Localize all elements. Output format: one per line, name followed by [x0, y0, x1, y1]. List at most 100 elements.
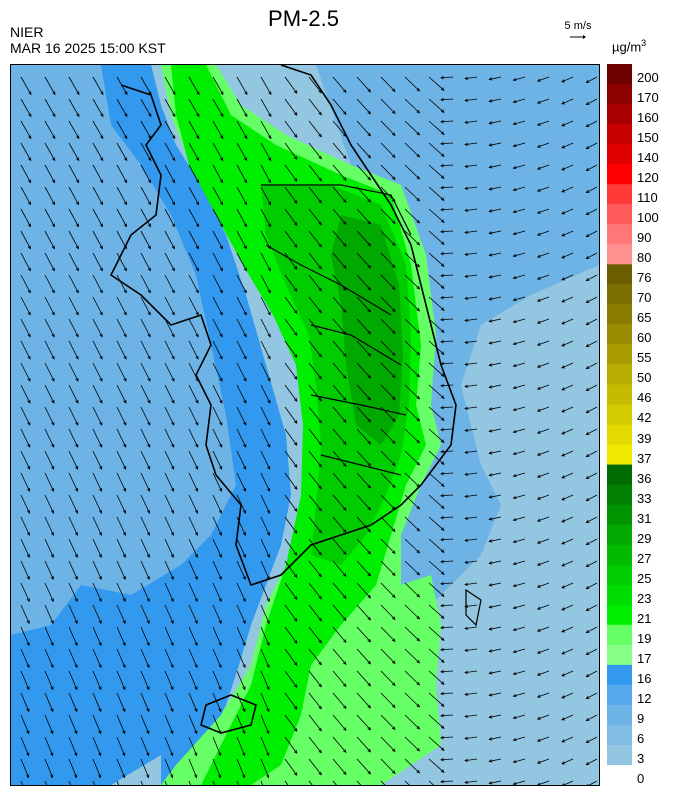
wind-arrow: [260, 252, 271, 271]
wind-arrow-head: [242, 642, 246, 647]
wind-arrow-head: [50, 708, 54, 713]
wind-arrow: [380, 780, 386, 785]
wind-arrow-head: [219, 355, 223, 360]
wind-arrow-head: [440, 637, 445, 641]
wind-arrow: [308, 692, 322, 709]
wind-arrow: [404, 560, 420, 576]
wind-arrow: [116, 142, 128, 161]
wind-arrow: [356, 582, 371, 599]
wind-arrow: [188, 384, 199, 404]
wind-arrow-head: [464, 670, 469, 674]
wind-arrow: [212, 692, 222, 712]
wind-arrow: [140, 296, 151, 315]
wind-arrow-head: [440, 383, 444, 388]
wind-arrow: [332, 626, 347, 643]
wind-arrow: [537, 296, 550, 302]
wind-arrow: [260, 494, 270, 514]
wind-arrow: [116, 230, 127, 249]
wind-arrow: [586, 450, 598, 457]
wind-arrow: [465, 472, 478, 475]
wind-arrow: [440, 76, 454, 79]
wind-arrow: [284, 450, 298, 468]
wind-arrow-head: [194, 620, 198, 625]
wind-arrow-head: [99, 201, 104, 206]
wind-arrow: [489, 340, 502, 344]
wind-arrow-head: [536, 628, 541, 632]
wind-arrow: [140, 780, 144, 785]
wind-arrow-head: [464, 582, 469, 586]
wind-arrow: [284, 186, 298, 204]
wind-arrow-head: [536, 144, 541, 148]
wind-arrow: [465, 736, 478, 739]
wind-arrow: [513, 758, 526, 763]
color-legend: [607, 64, 632, 765]
wind-arrow-head: [367, 396, 372, 401]
wind-arrow-head: [196, 91, 200, 96]
wind-arrow-head: [147, 311, 151, 316]
wind-arrow: [440, 406, 454, 409]
wind-arrow-head: [562, 783, 565, 785]
wind-arrow: [489, 252, 502, 256]
wind-arrow: [116, 648, 126, 668]
wind-arrow: [380, 494, 396, 510]
wind-arrow: [404, 296, 420, 312]
wind-arrow-head: [195, 443, 199, 448]
wind-arrow-head: [147, 267, 151, 272]
wind-arrow: [561, 362, 574, 369]
wind-arrow: [116, 120, 128, 139]
wind-arrow: [68, 362, 79, 382]
wind-arrow-head: [440, 603, 444, 608]
wind-arrow-head: [536, 430, 541, 434]
wind-arrow: [92, 164, 104, 183]
wind-arrow: [44, 428, 55, 448]
wind-arrow-head: [266, 532, 270, 536]
wind-arrow-head: [440, 153, 445, 157]
wind-arrow: [586, 186, 598, 193]
wind-arrow-head: [195, 267, 199, 272]
wind-arrow-head: [50, 576, 54, 581]
wind-arrow-head: [440, 713, 444, 718]
wind-arrow: [92, 736, 102, 756]
wind-arrow-head: [27, 443, 31, 448]
wind-arrow: [20, 736, 30, 756]
wind-arrow: [164, 758, 173, 778]
wind-arrow: [284, 164, 298, 182]
wind-arrow-head: [367, 748, 372, 753]
wind-arrow: [586, 670, 598, 677]
wind-arrow-head: [194, 730, 198, 735]
wind-arrow: [537, 186, 550, 192]
wind-arrow-head: [512, 165, 517, 170]
wind-arrow: [284, 626, 298, 644]
legend-swatch: [607, 224, 632, 245]
wind-arrow: [140, 626, 150, 646]
wind-arrow: [561, 120, 574, 127]
wind-arrow-head: [512, 473, 517, 478]
wind-arrow: [513, 450, 526, 455]
wind-arrow-head: [536, 650, 541, 654]
wind-arrow: [513, 340, 526, 345]
wind-arrow-head: [512, 649, 517, 654]
wind-arrow-head: [536, 518, 541, 522]
legend-swatch: [607, 664, 632, 686]
wind-arrow: [188, 296, 199, 315]
wind-arrow: [44, 120, 56, 139]
wind-arrow-head: [266, 752, 270, 757]
wind-arrow-head: [391, 440, 396, 445]
wind-arrow-head: [218, 774, 222, 779]
wind-arrow-head: [488, 275, 493, 279]
wind-arrow: [20, 538, 30, 558]
wind-arrow: [20, 626, 30, 646]
wind-arrow-head: [416, 395, 421, 400]
wind-arrow: [404, 208, 420, 224]
wind-arrow: [212, 494, 222, 514]
wind-arrow: [561, 142, 574, 149]
wind-arrow-head: [243, 201, 248, 206]
wind-arrow-head: [464, 208, 469, 212]
wind-arrow-head: [170, 752, 174, 757]
wind-arrow: [465, 362, 478, 365]
wind-arrow-head: [52, 157, 56, 162]
wind-arrow-head: [464, 230, 469, 234]
wind-arrow-head: [195, 377, 199, 382]
wind-arrow-head: [52, 113, 56, 118]
legend-swatch: [607, 404, 632, 426]
